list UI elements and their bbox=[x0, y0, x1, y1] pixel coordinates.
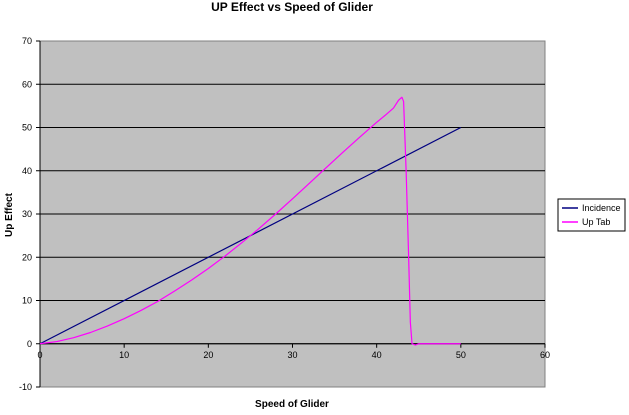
x-tick-label: 40 bbox=[372, 350, 382, 360]
legend-entry-label: Incidence bbox=[582, 203, 621, 213]
y-tick-label: 40 bbox=[22, 166, 32, 176]
legend-entry-label: Up Tab bbox=[582, 217, 610, 227]
y-tick-label: 60 bbox=[22, 79, 32, 89]
y-tick-label: 50 bbox=[22, 123, 32, 133]
x-axis-label: Speed of Glider bbox=[255, 399, 329, 410]
plot-area: -10 0 10 20 30 40 50 60 70 0 10 20 30 40 50 60 bbox=[19, 36, 550, 392]
x-tick-label: 10 bbox=[119, 350, 129, 360]
y-tick-label: 30 bbox=[22, 209, 32, 219]
x-tick-label: 50 bbox=[456, 350, 466, 360]
x-tick-label: 30 bbox=[287, 350, 297, 360]
y-tick-label: 20 bbox=[22, 252, 32, 262]
y-tick-label: 10 bbox=[22, 296, 32, 306]
y-tick-label: 0 bbox=[27, 339, 32, 349]
y-tick-label: -10 bbox=[19, 382, 32, 392]
x-tick-label: 0 bbox=[37, 350, 42, 360]
legend-box bbox=[557, 198, 626, 232]
chart-title: UP Effect vs Speed of Glider bbox=[211, 0, 373, 14]
series-line-up-tab bbox=[39, 96, 461, 346]
y-axis-label: Up Effect bbox=[4, 192, 15, 237]
x-tick-label: 60 bbox=[540, 350, 550, 360]
y-tick-label: 70 bbox=[22, 36, 32, 46]
legend: Incidence Up Tab bbox=[557, 198, 626, 232]
x-tick-label: 20 bbox=[203, 350, 213, 360]
